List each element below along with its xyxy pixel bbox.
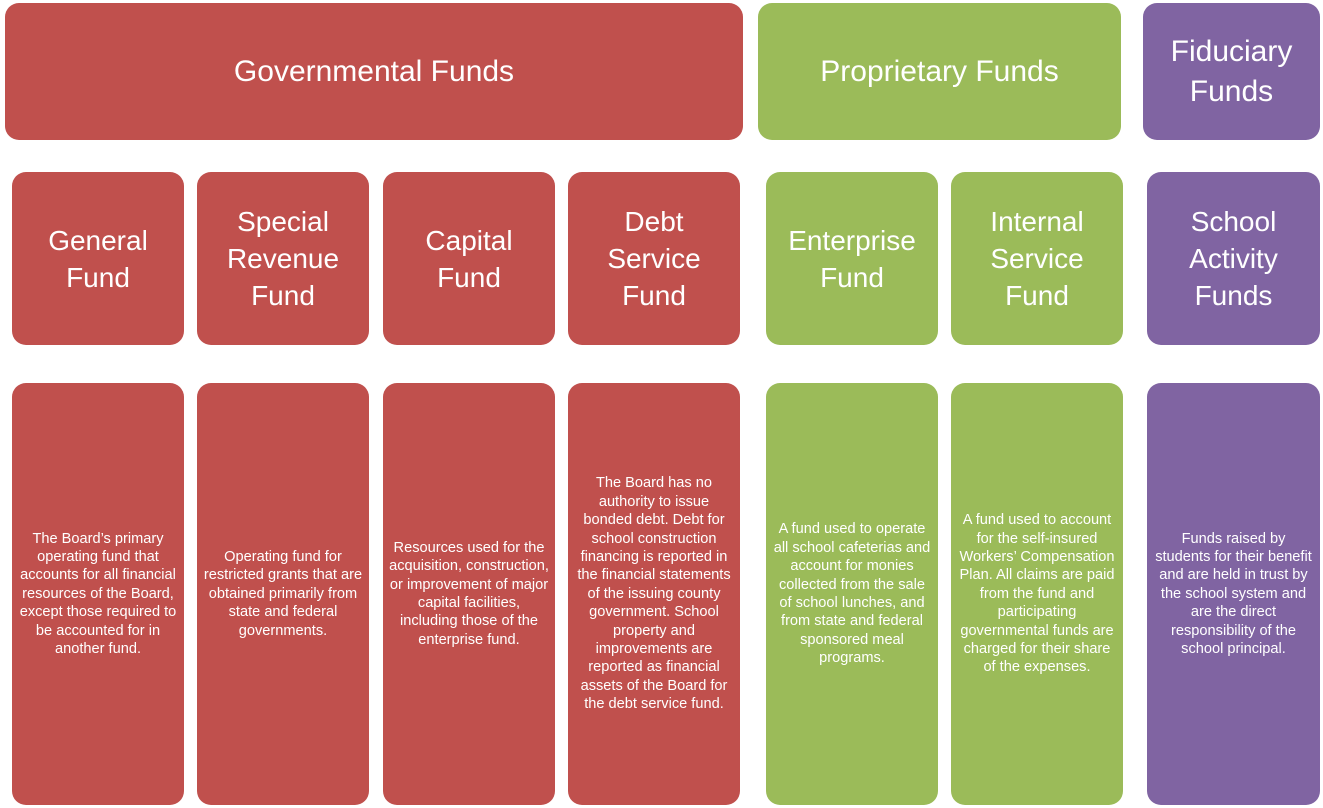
fund-description: Resources used for the acquisition, cons… bbox=[383, 383, 555, 805]
fund-description: The Board’s primary operating fund that … bbox=[12, 383, 184, 805]
fund-description: Funds raised by students for their benef… bbox=[1147, 383, 1320, 805]
fund-name: Special Revenue Fund bbox=[197, 172, 369, 345]
group-header: Governmental Funds bbox=[5, 3, 743, 140]
group-header: Proprietary Funds bbox=[758, 3, 1121, 140]
fund-description: Operating fund for restricted grants tha… bbox=[197, 383, 369, 805]
fund-description: A fund used to operate all school cafete… bbox=[766, 383, 938, 805]
group-header: Fiduciary Funds bbox=[1143, 3, 1320, 140]
fund-name: School Activity Funds bbox=[1147, 172, 1320, 345]
fund-name: Capital Fund bbox=[383, 172, 555, 345]
fund-name: Debt Service Fund bbox=[568, 172, 740, 345]
fund-name: Internal Service Fund bbox=[951, 172, 1123, 345]
fund-description: A fund used to account for the self-insu… bbox=[951, 383, 1123, 805]
fund-name: General Fund bbox=[12, 172, 184, 345]
fund-name: Enterprise Fund bbox=[766, 172, 938, 345]
fund-description: The Board has no authority to issue bond… bbox=[568, 383, 740, 805]
